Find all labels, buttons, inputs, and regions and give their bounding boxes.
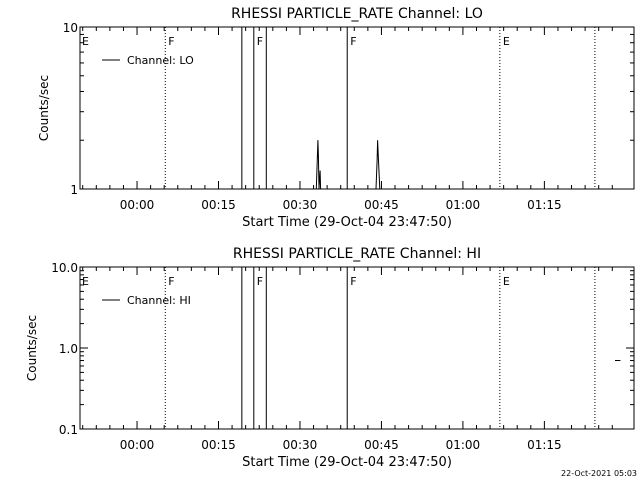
x-tick-label: 01:15 <box>527 438 562 452</box>
y-axis-label: Counts/sec <box>25 315 39 381</box>
x-tick-label: 00:45 <box>364 438 399 452</box>
x-tick-label: 00:45 <box>364 198 399 212</box>
x-tick-label: 00:30 <box>283 198 318 212</box>
y-tick-label: 10.0 <box>51 261 78 275</box>
data-series-2 <box>375 140 381 190</box>
chart-title: RHESSI PARTICLE_RATE Channel: HI <box>233 246 481 262</box>
x-tick-label: 01:00 <box>446 198 481 212</box>
x-tick-label: 01:00 <box>446 438 481 452</box>
x-tick-label: 00:15 <box>201 198 236 212</box>
event-marker-label: E <box>503 35 510 48</box>
y-tick-label: 0.1 <box>59 423 78 437</box>
plot-frame <box>79 266 635 430</box>
x-tick-label: 00:00 <box>120 438 155 452</box>
x-tick-label: 00:30 <box>283 438 318 452</box>
y-tick-label: 1.0 <box>59 342 78 356</box>
chart-panel-2: RHESSI PARTICLE_RATE Channel: HI 0.1 1.0 10… <box>25 246 635 470</box>
event-marker-label: F <box>168 35 174 48</box>
footer-timestamp: 22-Oct-2021 05:03 <box>561 469 637 478</box>
event-marker-label: F <box>350 35 356 48</box>
x-tick-label: 00:15 <box>201 438 236 452</box>
plot-frame <box>79 26 635 190</box>
event-marker-label: F <box>168 275 174 288</box>
event-marker-label: E <box>503 275 510 288</box>
chart-title: RHESSI PARTICLE_RATE Channel: LO <box>231 6 483 22</box>
event-marker-label: F <box>350 275 356 288</box>
y-axis-label: Counts/sec <box>37 75 51 141</box>
x-tick-label: 01:15 <box>527 198 562 212</box>
event-marker-label: E <box>82 35 89 48</box>
legend-label: Channel: LO <box>127 54 194 67</box>
event-marker-label: E <box>82 275 89 288</box>
event-marker-label: F <box>257 275 263 288</box>
x-axis-label: Start Time (29-Oct-04 23:47:50) <box>242 455 452 470</box>
data-series-1 <box>315 140 322 190</box>
x-axis-label: Start Time (29-Oct-04 23:47:50) <box>242 215 452 230</box>
y-tick-label: 10 <box>63 21 78 35</box>
x-tick-label: 00:00 <box>120 198 155 212</box>
chart-panels: RHESSI PARTICLE_RATE Channel: LO 1 10 00:00… <box>25 6 635 470</box>
event-marker-label: F <box>257 35 263 48</box>
y-tick-label: 1 <box>70 183 78 197</box>
legend-label: Channel: HI <box>127 294 191 307</box>
chart-panel-1: RHESSI PARTICLE_RATE Channel: LO 1 10 00:00… <box>37 6 635 230</box>
